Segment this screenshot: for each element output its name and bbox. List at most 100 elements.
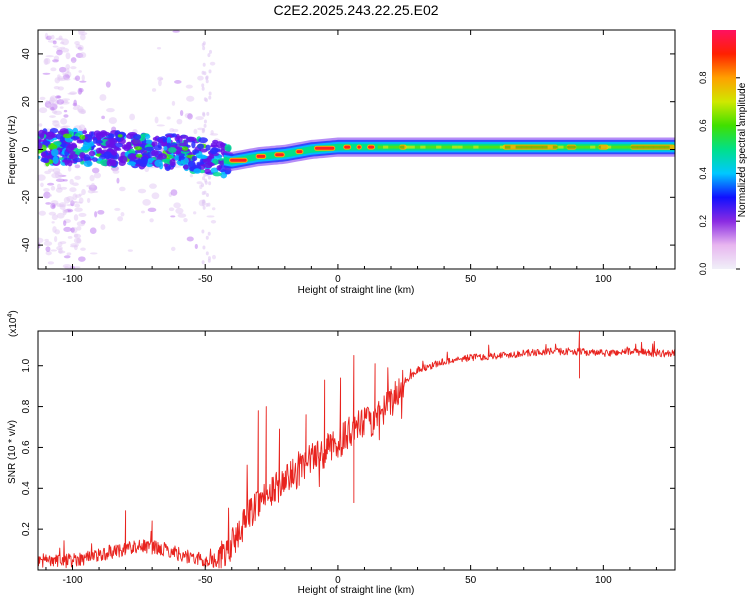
spectrogram-cell [144,134,151,140]
spectrogram-noise [50,185,56,191]
spectrogram-noise [202,245,206,250]
spectrogram-noise [62,263,72,269]
spectrogram-noise [202,205,206,210]
spectrogram-cell [192,149,200,154]
spectrogram-noise [120,212,125,217]
spectrogram-noise [201,70,205,75]
spectrogram-noise [197,75,204,81]
snr-line [38,331,675,569]
spectrogram-noise [38,237,44,244]
spectrogram-noise [74,164,81,169]
spectrogram-noise [48,194,53,197]
spectrogram-noise [173,165,182,168]
spectrogram-noise [52,167,61,174]
spectrogram-x-tick-label: -50 [198,274,213,285]
spectrogram-noise [39,96,46,101]
spectrogram-noise [74,75,81,82]
spectrogram-noise [51,34,55,40]
spectrogram-mid [579,145,585,149]
spectrogram-noise [201,260,205,265]
spectrogram-cell [220,172,228,179]
spectrogram-peak-core [256,154,266,158]
spectrogram-noise [49,97,56,104]
spectrogram-mid [388,145,394,149]
spectrogram-cell [176,150,182,155]
spectrogram-cell [183,164,189,170]
spectrogram-noise [67,166,72,172]
spectrogram-noise [157,76,164,81]
spectrogram-noise [201,86,205,91]
spectrogram-cell [88,150,96,157]
spectrogram-noise [205,251,209,256]
spectrogram-noise [63,114,69,118]
spectrogram-mid [420,145,426,149]
spectrogram-cell [83,154,91,161]
spectrogram-cell [73,158,83,163]
spectrogram-noise [38,123,43,127]
snr-exponent-power: 4 [7,314,14,318]
spectrogram-cell [105,139,115,148]
spectrogram-cell [154,159,163,167]
spectrogram-noise [195,116,204,121]
spectrogram-mid [621,145,628,149]
spectrogram-noise [170,215,176,218]
spectrogram-cell [163,163,169,167]
spectrogram-noise [185,84,193,89]
spectrogram-cell [204,162,213,169]
spectrogram-mid [467,145,474,149]
spectrogram-cell [220,142,225,148]
spectrogram-mid [536,145,543,149]
spectrogram-mid [398,145,405,149]
spectrogram-noise [97,209,105,215]
colorbar-label: Normalized spectral amplitude [737,82,748,217]
spectrogram-cell [135,159,143,165]
spectrogram-noise [38,210,46,216]
spectrogram-noise [147,207,157,213]
spectrogram-noise [79,52,87,59]
spectrogram-noise [56,99,65,105]
spectrogram-noise [193,211,197,215]
spectrogram-mid [478,145,484,149]
spectrogram-noise [137,188,147,194]
spectrogram-noise [81,74,85,82]
spectrogram-cell [151,141,158,147]
spectrogram-noise [52,59,59,63]
spectrogram-noise [55,37,64,41]
spectrogram-cell [146,163,153,168]
spectrogram-peak-core [357,145,361,149]
spectrogram-noise [54,229,60,235]
spectrogram-cell [134,146,142,151]
spectrogram-noise [91,190,99,193]
spectrogram-noise [142,199,151,206]
spectrogram-noise [69,200,78,203]
spectrogram-noise [168,207,175,212]
colorbar-tick-label: 0.8 [698,72,708,85]
spectrogram-x-tick-label: 0 [335,274,341,285]
spectrogram-cell [188,160,196,168]
spectrogram-noise [72,182,79,187]
spectrogram-noise [51,214,58,221]
spectrogram-noise [48,211,57,216]
spectrogram-noise [56,204,65,208]
spectrogram-noise [194,243,198,250]
snr-exponent-base: (x10 [8,317,19,337]
spectrogram-noise [149,218,154,223]
spectrogram-noise [66,252,72,256]
snr-y-tick-label: 0.4 [21,481,32,495]
spectrogram-noise [74,40,80,46]
spectrogram-noise [193,128,198,135]
spectrogram-cell [123,144,131,152]
spectrogram-noise [207,256,211,261]
spectrogram-mid [393,145,399,149]
spectrogram-noise [86,197,91,204]
spectrogram-noise [56,95,61,99]
snr-y-tick-label: 0.6 [21,440,32,454]
spectrogram-cell [198,137,208,144]
snr-y-tick-label: 0.2 [21,522,32,536]
spectrogram-cell [40,157,49,163]
spectrogram-noise [156,124,165,127]
spectrogram-noise [45,202,52,205]
spectrogram-image [38,30,675,269]
spectrogram-cell [109,157,115,166]
colorbar: 0.0 0.2 0.4 0.6 0.8 Normalized spectral ampl… [698,30,748,275]
